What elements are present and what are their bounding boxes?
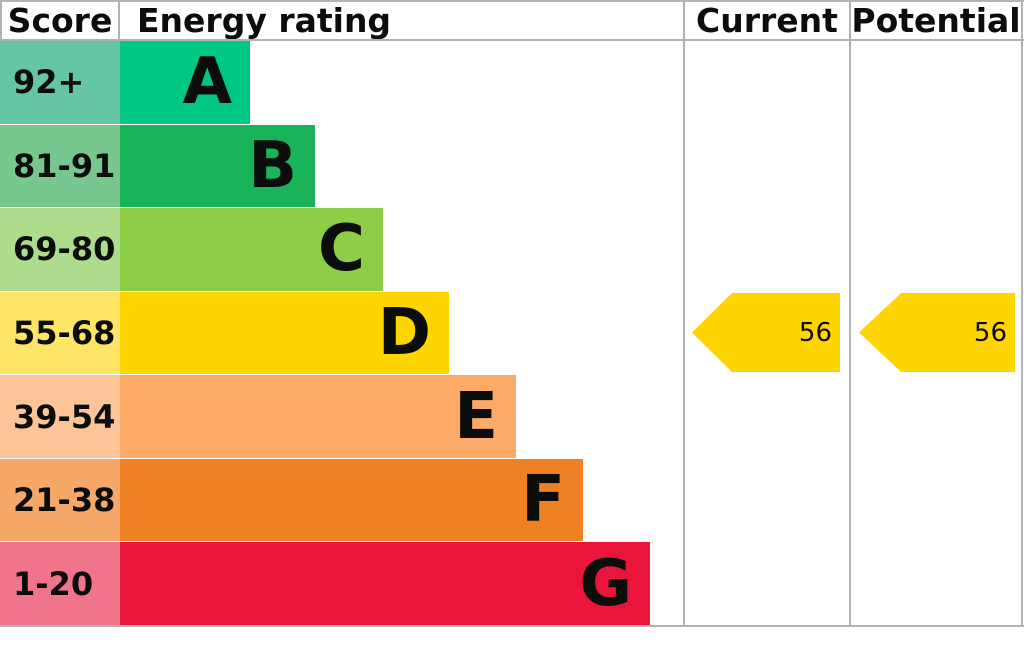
divider-score-energy (118, 0, 120, 41)
header-potential: Potential (851, 1, 1021, 40)
potential-rating-arrow: 56 (859, 293, 1015, 372)
band-row-d: 55-68 D (0, 291, 683, 376)
score-range-f: 21-38 (0, 458, 120, 542)
divider-current (683, 0, 685, 627)
band-row-c: 69-80 C (0, 208, 683, 292)
header-border-left (0, 0, 2, 41)
score-range-a: 92+ (0, 41, 120, 124)
border-top (0, 0, 1024, 2)
score-range-c: 69-80 (0, 208, 120, 291)
border-bottom (0, 625, 1024, 627)
potential-rating-value: 56 (973, 317, 1007, 348)
divider-potential (849, 0, 851, 627)
band-row-a: 92+ A (0, 41, 683, 125)
epc-rating-chart: Score Energy rating Current Potential 92… (0, 0, 1024, 627)
band-bar-g: G (120, 542, 650, 626)
score-range-b: 81-91 (0, 124, 120, 208)
band-row-b: 81-91 B (0, 124, 683, 209)
band-row-e: 39-54 E (0, 375, 683, 459)
band-row-f: 21-38 F (0, 458, 683, 543)
header-current: Current (696, 1, 838, 40)
band-row-g: 1-20 G (0, 542, 683, 626)
band-bar-f: F (120, 458, 583, 542)
score-range-e: 39-54 (0, 375, 120, 458)
band-bar-c: C (120, 208, 383, 291)
border-right (1021, 0, 1023, 627)
energy-bands: 92+ A 81-91 B 69-80 C 55-68 D 39-54 E 21-38 F 1-20 G (0, 41, 683, 626)
header-divider (0, 39, 1024, 41)
band-bar-e: E (120, 375, 516, 458)
score-range-d: 55-68 (0, 291, 120, 375)
current-rating-value: 56 (798, 317, 832, 348)
score-range-g: 1-20 (0, 542, 120, 626)
band-bar-a: A (120, 41, 250, 124)
current-rating-arrow: 56 (692, 293, 840, 372)
header-score: Score (7, 1, 113, 40)
band-bar-d: D (120, 291, 449, 375)
band-bar-b: B (120, 124, 315, 208)
header-energy-rating: Energy rating (137, 1, 392, 40)
